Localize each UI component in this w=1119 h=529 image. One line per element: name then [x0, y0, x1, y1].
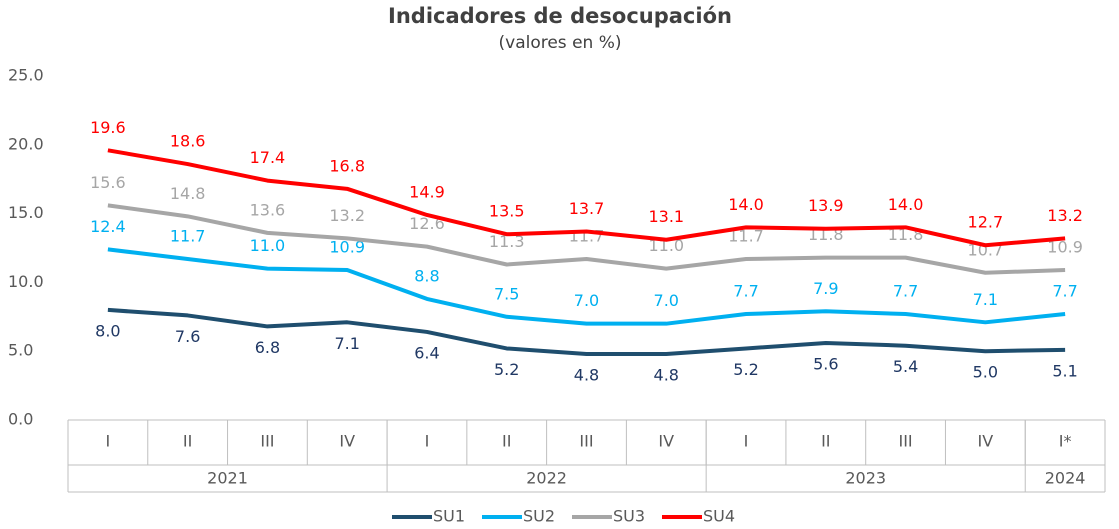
data-label: 7.5: [494, 284, 519, 303]
x-tick-label: II: [183, 432, 192, 451]
data-label: 11.7: [170, 227, 206, 246]
x-tick-label: II: [502, 432, 511, 451]
data-label: 13.1: [648, 207, 684, 226]
x-tick-label: III: [260, 432, 274, 451]
series-line: [107, 247, 1066, 326]
group-label: 2021: [207, 469, 248, 488]
data-label: 7.1: [973, 290, 998, 309]
y-tick-label: 20.0: [8, 134, 44, 153]
data-label: 14.9: [409, 182, 445, 201]
data-label: 19.6: [90, 118, 126, 137]
data-label: 11.7: [569, 227, 605, 246]
data-label: 11.3: [489, 232, 525, 251]
data-label: 5.4: [893, 357, 918, 376]
data-label: 4.8: [574, 365, 599, 384]
data-label: 7.7: [733, 282, 758, 301]
group-label: 2024: [1045, 469, 1086, 488]
data-label: 11.0: [648, 236, 684, 255]
data-label: 6.4: [414, 343, 439, 362]
data-label: 5.2: [494, 360, 519, 379]
data-label: 14.0: [888, 195, 924, 214]
data-label: 4.8: [654, 365, 679, 384]
data-label: 8.8: [414, 266, 439, 285]
x-tick-label: III: [898, 432, 912, 451]
data-label: 10.9: [329, 238, 365, 257]
data-label: 13.9: [808, 196, 844, 215]
data-label: 7.1: [334, 334, 359, 353]
group-label: 2023: [845, 469, 886, 488]
data-label: 7.0: [574, 291, 599, 310]
data-label: 7.0: [654, 291, 679, 310]
data-label: 15.6: [90, 173, 126, 192]
data-label: 7.7: [1052, 282, 1077, 301]
chart-title: Indicadores de desocupación: [388, 4, 732, 28]
x-tick-label: II: [821, 432, 830, 451]
data-label: 13.5: [489, 202, 525, 221]
x-tick-label: I: [425, 432, 430, 451]
data-label: 5.2: [733, 360, 758, 379]
data-label: 7.9: [813, 279, 838, 298]
chart-subtitle: (valores en %): [499, 33, 622, 53]
data-label: 5.6: [813, 354, 838, 373]
data-label: 12.7: [968, 213, 1004, 232]
data-label: 16.8: [329, 156, 365, 175]
series-line: [107, 203, 1066, 275]
data-label: 13.2: [329, 206, 365, 225]
data-label: 14.0: [728, 195, 764, 214]
data-label: 5.0: [973, 363, 998, 382]
y-tick-label: 15.0: [8, 203, 44, 222]
legend-label: SU1: [433, 507, 465, 526]
legend-label: SU2: [523, 507, 555, 526]
y-tick-label: 10.0: [8, 272, 44, 291]
x-tick-label: I: [744, 432, 749, 451]
data-label: 13.6: [250, 200, 286, 219]
group-label: 2022: [526, 469, 567, 488]
data-label: 18.6: [170, 132, 206, 151]
legend-label: SU3: [613, 507, 645, 526]
data-label: 7.6: [175, 327, 200, 346]
data-label: 12.4: [90, 217, 126, 236]
data-label: 5.1: [1052, 361, 1077, 380]
data-label: 11.7: [728, 227, 764, 246]
data-label: 17.4: [250, 148, 286, 167]
series-line: [107, 307, 1066, 356]
x-tick-label: IV: [339, 432, 355, 451]
x-tick-label: IV: [978, 432, 994, 451]
data-label: 8.0: [95, 321, 120, 340]
y-tick-label: 25.0: [8, 66, 44, 85]
data-label: 13.2: [1047, 206, 1083, 225]
x-tick-label: III: [579, 432, 593, 451]
x-tick-label: IV: [658, 432, 674, 451]
legend-label: SU4: [703, 507, 735, 526]
data-label: 13.7: [569, 199, 605, 218]
x-tick-label: I*: [1059, 432, 1072, 451]
data-label: 14.8: [170, 184, 206, 203]
data-label: 6.8: [255, 338, 280, 357]
x-tick-label: I: [106, 432, 111, 451]
data-label: 7.7: [893, 282, 918, 301]
series-line: [107, 148, 1066, 248]
data-label: 10.9: [1047, 238, 1083, 257]
data-label: 11.0: [250, 236, 286, 255]
y-tick-label: 5.0: [8, 341, 33, 360]
y-tick-label: 0.0: [8, 410, 33, 429]
